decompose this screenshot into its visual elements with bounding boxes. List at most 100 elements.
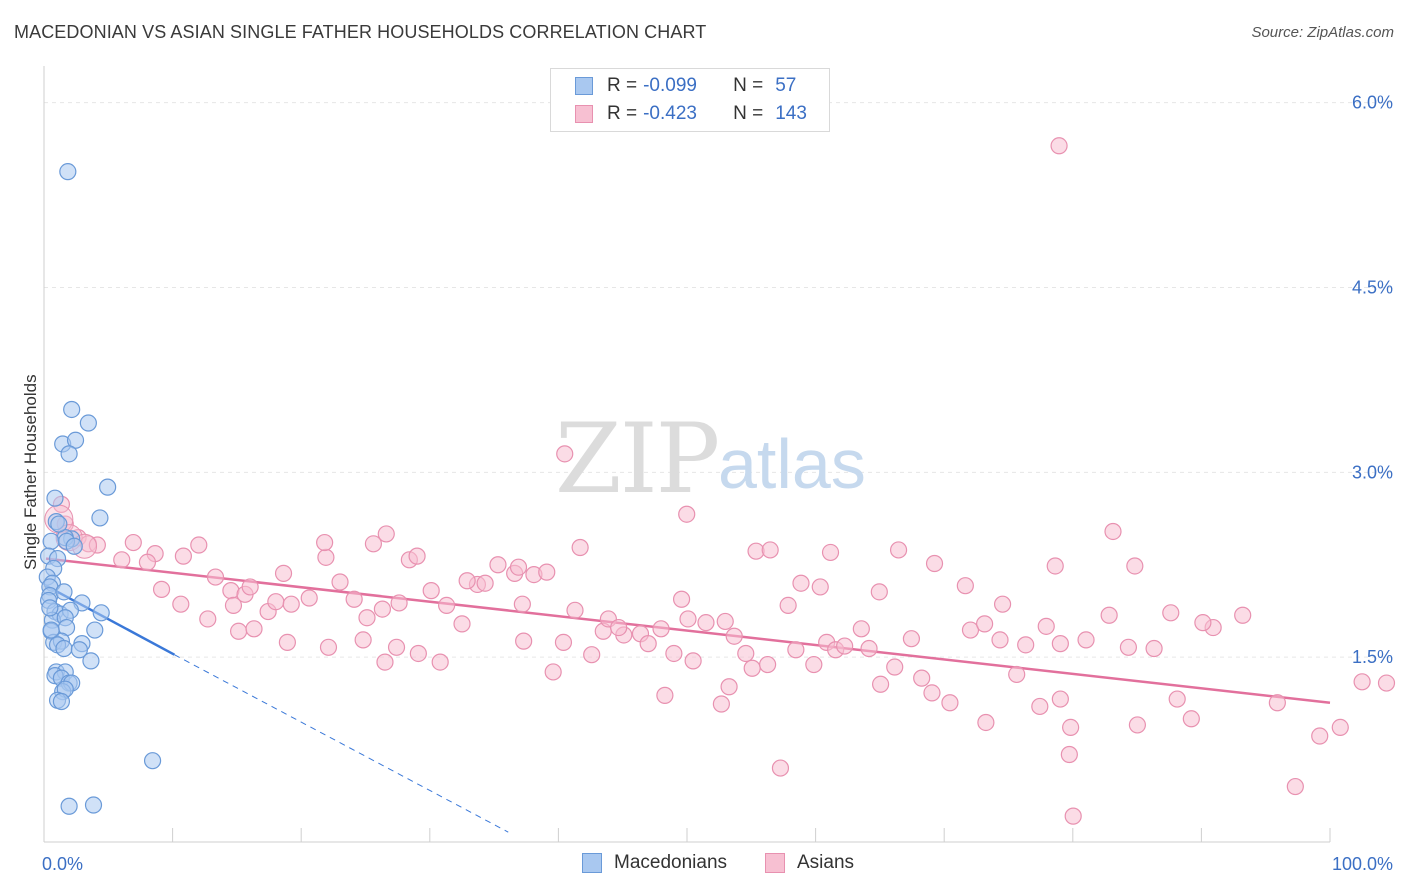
macedonian-point [60,797,78,815]
asian-point [712,695,730,713]
asian-point [245,620,263,638]
asian-point [1119,638,1138,656]
asian-point [409,644,427,663]
asian-point [860,639,878,658]
y-tick-label: 1.5% [1352,647,1393,667]
watermark-zip: ZIP [555,403,718,515]
source-label: Source: ZipAtlas.com [1251,24,1394,41]
asian-point [1100,606,1118,624]
asian-point [1008,665,1026,684]
asian-point [961,621,980,639]
asian-point [976,615,994,633]
asian-point [697,614,715,632]
macedonian-point [143,752,162,770]
asian-point [199,610,217,628]
n-value: 143 [775,103,807,124]
asian-point [871,675,890,693]
asian-point [1046,557,1064,575]
macedonian-point [99,478,117,496]
asian-point [852,620,870,638]
asian-point [544,663,562,681]
asian-point [190,536,208,554]
asian-point [316,533,334,552]
asian-point [1126,557,1144,575]
macedonian-point [41,599,59,617]
y-tick-label: 6.0% [1352,93,1393,113]
asian-point [1234,606,1252,624]
asian-point [1051,690,1069,708]
asian-point [222,582,240,600]
axes [43,66,1331,843]
asian-point [805,655,823,674]
asian-point [889,541,908,559]
legend-swatch-macedonians [575,77,593,95]
asian-point [716,612,734,631]
asian-point [458,572,476,590]
legend-item-asians[interactable]: Asians [765,852,854,874]
macedonian-point [65,537,83,555]
asian-point [230,622,248,640]
r-label: R = [607,103,638,124]
asian-point [364,535,383,553]
asian-point [206,568,225,586]
asian-point [476,574,494,592]
asian-point [1145,639,1163,658]
asian-point [241,578,259,596]
asian-point [1017,636,1035,654]
asian-point [453,615,471,633]
asian-point [387,638,406,656]
asian-point [390,594,408,612]
asian-point [902,630,921,648]
asian-point [513,595,531,613]
asian-point [509,558,528,576]
asian-point [870,583,888,601]
asian-point [300,589,318,607]
asian-point [779,596,797,615]
asian-point [267,593,285,611]
asian-point [1077,631,1095,649]
asian-point [725,627,743,645]
legend-swatch-asians [575,105,593,123]
y-tick-label: 3.0% [1352,462,1393,482]
asian-point [138,553,157,571]
asian-point [956,577,974,595]
legend-swatch-asians [765,853,785,873]
asian-point [821,543,840,562]
asian-point [1268,694,1286,712]
asian-point [1311,727,1329,745]
asian-point [278,633,296,651]
asian-point [1377,674,1396,692]
asian-point [787,641,805,659]
asian-point [991,631,1009,649]
asian-point [684,652,702,670]
legend-label-macedonians: Macedonians [614,852,728,873]
asian-point [1064,807,1082,825]
asian-point [1062,718,1080,737]
asian-point [174,547,192,565]
asian-point [1286,777,1304,796]
asian-point [1162,604,1180,622]
chart-title: MACEDONIAN VS ASIAN SINGLE FATHER HOUSEH… [14,22,707,42]
asian-point [1168,690,1186,708]
asian-point [886,658,904,676]
asian-point [913,669,931,687]
asian-point [1060,745,1078,764]
macedonian-point [42,621,60,639]
legend-item-macedonians[interactable]: Macedonians [582,852,727,874]
asian-point [124,533,142,552]
n-value: 57 [775,75,797,96]
asian-point [438,596,456,615]
axis-labels: 1.5% 3.0% 4.5% 6.0% 0.0% 100.0% Single Father … [21,93,1393,874]
macedonian-point [60,445,78,463]
asian-point [720,678,738,696]
asian-point [489,556,507,574]
asian-point [571,538,589,557]
asian-point [331,573,349,591]
asian-point [538,563,556,581]
asian-point [610,618,628,637]
r-value: -0.099 [643,75,697,96]
asian-point [408,547,426,565]
series-legend: Macedonians Asians [0,852,1406,878]
asian-point [422,582,440,600]
